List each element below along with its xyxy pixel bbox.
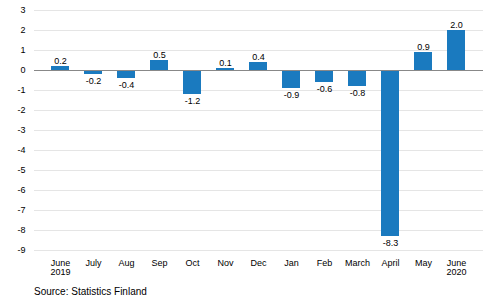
svg-text:Oct: Oct [185, 258, 200, 268]
svg-text:0.9: 0.9 [417, 42, 430, 52]
svg-text:-0.8: -0.8 [350, 88, 366, 98]
svg-text:March: March [345, 258, 370, 268]
svg-text:Feb: Feb [317, 258, 333, 268]
svg-text:-0.9: -0.9 [284, 90, 300, 100]
svg-text:2.0: 2.0 [450, 20, 463, 30]
svg-text:-8: -8 [17, 225, 25, 235]
svg-text:Aug: Aug [118, 258, 134, 268]
svg-text:2: 2 [20, 25, 25, 35]
svg-text:-7: -7 [17, 205, 25, 215]
svg-text:April: April [381, 258, 399, 268]
svg-text:0: 0 [20, 65, 25, 75]
svg-text:0.4: 0.4 [252, 52, 265, 62]
svg-text:-4: -4 [17, 145, 25, 155]
svg-text:-0.2: -0.2 [86, 76, 102, 86]
svg-text:Nov: Nov [217, 258, 234, 268]
svg-text:Dec: Dec [250, 258, 267, 268]
svg-text:-0.6: -0.6 [317, 84, 333, 94]
svg-text:1: 1 [20, 45, 25, 55]
svg-text:0.5: 0.5 [153, 50, 166, 60]
svg-text:May: May [415, 258, 433, 268]
svg-text:0.1: 0.1 [219, 58, 232, 68]
svg-text:-5: -5 [17, 165, 25, 175]
svg-text:-6: -6 [17, 185, 25, 195]
svg-text:-9: -9 [17, 245, 25, 255]
svg-text:Jan: Jan [284, 258, 299, 268]
html-text:Source: Statistics Finland: Source: Statistics Finland [34, 286, 147, 297]
svg-text:July: July [85, 258, 102, 268]
svg-text:-2: -2 [17, 105, 25, 115]
svg-text:-1: -1 [17, 85, 25, 95]
svg-text:-1.2: -1.2 [185, 96, 201, 106]
svg-text:0.2: 0.2 [54, 56, 67, 66]
svg-text:June2020: June2020 [446, 258, 466, 277]
svg-text:Sep: Sep [151, 258, 167, 268]
svg-text:-8.3: -8.3 [383, 238, 399, 248]
svg-text:3: 3 [20, 5, 25, 15]
svg-text:-0.4: -0.4 [119, 80, 135, 90]
svg-text:-3: -3 [17, 125, 25, 135]
svg-text:June2019: June2019 [50, 258, 70, 277]
